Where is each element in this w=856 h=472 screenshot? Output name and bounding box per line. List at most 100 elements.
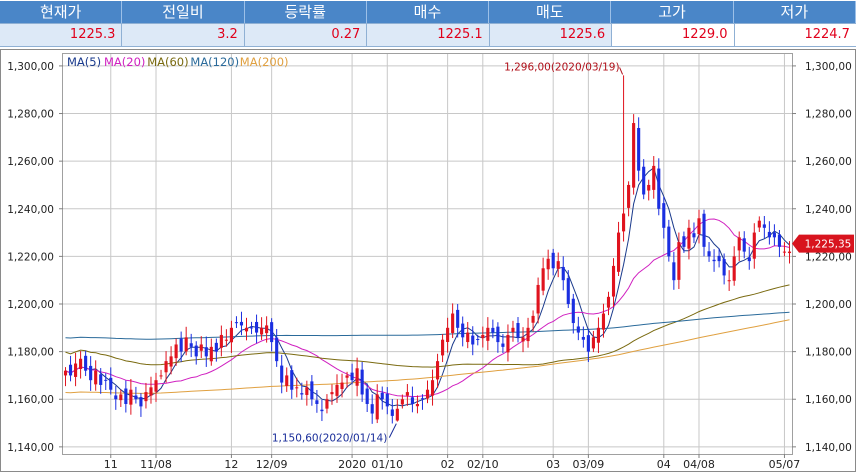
candle-body [526, 327, 530, 342]
candle-body [677, 242, 681, 280]
quote-header-low: 저가 [733, 1, 856, 23]
candle-body [405, 392, 409, 396]
candle-body [611, 265, 616, 297]
candle-body [365, 388, 369, 404]
x-tick-label: 02 [441, 458, 455, 471]
candle-body [425, 389, 430, 399]
candle-body [787, 251, 792, 254]
legend-item: MA(20) [104, 55, 145, 69]
y-axis-right: 1,140,00 1,160,00 1,180,00 1,200,00 1,220,00… [792, 61, 852, 454]
candle-body [682, 236, 686, 247]
candle-body [566, 278, 570, 304]
quote-value-bid: 1225.1 [367, 24, 490, 46]
quote-header-change: 전일비 [122, 1, 245, 23]
candle-body [174, 344, 178, 359]
candle-body [345, 375, 349, 378]
candle-body [556, 261, 560, 269]
candle-body [229, 327, 233, 343]
candle-body [285, 375, 289, 386]
candle-body [616, 232, 621, 272]
y-tick-label: 1,180,00 [7, 347, 54, 359]
quote-value-ask: 1225.6 [490, 24, 613, 46]
candle-body [410, 397, 414, 404]
annotation-arrow [619, 67, 624, 75]
candle-body [350, 372, 354, 381]
candle-body [179, 338, 183, 352]
candle-body [576, 326, 580, 333]
candle-body [757, 220, 761, 228]
candle-body [581, 336, 585, 340]
candle-body [501, 343, 505, 347]
candle-body [561, 266, 565, 281]
quote-value-row: 1225.3 3.2 0.27 1225.1 1225.6 1229.0 122… [0, 23, 856, 47]
annotation-label: 1,296,00(2020/03/19) [504, 61, 619, 73]
candle-body [687, 227, 691, 249]
candle-body [702, 213, 706, 247]
candle-body [627, 184, 631, 208]
candle-body [712, 259, 716, 262]
candle-body [144, 392, 148, 402]
x-tick-label: 04/08 [683, 458, 715, 471]
candle-body [451, 313, 455, 333]
quote-value-low: 1224.7 [734, 24, 856, 46]
annotation-arrow [388, 423, 397, 438]
candle-body [68, 364, 73, 376]
y-tick-label: 1,160,00 [7, 394, 54, 406]
plot-area [62, 53, 793, 455]
candle-body [290, 370, 294, 390]
y-tick-label-right: 1,140,00 [805, 442, 852, 454]
candle-body [606, 296, 611, 308]
candle-body [466, 332, 470, 343]
x-tick-label: 11 [104, 458, 118, 471]
candle-body [390, 409, 394, 416]
ma-line-ma60 [65, 284, 790, 368]
x-tick-label: 03/09 [573, 458, 605, 471]
y-tick-label-right: 1,260,00 [805, 156, 852, 168]
candle-body [255, 321, 259, 333]
candle-body [481, 334, 485, 339]
candle-body [717, 255, 721, 262]
candle-body [239, 321, 244, 326]
candle-body [632, 123, 636, 188]
quote-value-high: 1229.0 [612, 24, 735, 46]
candle-body [652, 165, 656, 190]
candle-body [395, 408, 399, 421]
candle-body [591, 337, 595, 349]
candle-body [642, 166, 646, 195]
candle-body [149, 387, 153, 396]
quote-header-high: 고가 [611, 1, 734, 23]
y-tick-label: 1,220,00 [7, 251, 54, 263]
candle-body [647, 184, 651, 191]
candle-body [420, 398, 425, 400]
ma-line-ma200 [65, 319, 790, 394]
candles [63, 75, 792, 424]
y-tick-label-right: 1,220,00 [805, 251, 852, 263]
candle-body [330, 392, 334, 395]
candle-body [637, 127, 641, 171]
y-tick-label-right: 1,200,00 [805, 299, 852, 311]
candle-body [139, 397, 143, 407]
y-tick-label: 1,140,00 [7, 442, 54, 454]
candle-body [722, 259, 726, 276]
candle-body [400, 399, 404, 405]
candle-body [74, 363, 78, 377]
candle-body [727, 280, 731, 282]
candle-body [506, 334, 510, 353]
y-tick-label-right: 1,240,00 [805, 204, 852, 216]
candle-body [657, 168, 661, 209]
candle-body [114, 395, 118, 400]
candle-body [446, 327, 450, 343]
y-axis-left: 1,140,00 1,160,00 1,180,00 1,200,00 1,220,00… [7, 61, 63, 454]
candle-body [370, 404, 374, 414]
candle-body [521, 337, 525, 342]
candle-body [84, 355, 88, 371]
candle-body [415, 404, 420, 407]
candle-body [476, 338, 480, 340]
candle-body [280, 365, 284, 383]
candle-body [199, 344, 203, 351]
x-tick-label: 11/08 [140, 458, 172, 471]
candle-body [305, 387, 309, 395]
candle-body [89, 365, 93, 381]
candle-body [586, 335, 590, 352]
candle-body [441, 339, 445, 356]
